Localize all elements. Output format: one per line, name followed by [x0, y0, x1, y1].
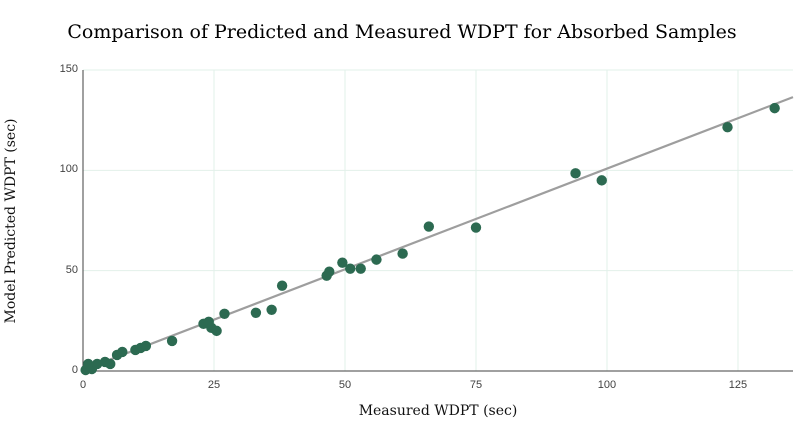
data-point — [91, 358, 103, 370]
chart-title: Comparison of Predicted and Measured WDP… — [67, 21, 737, 43]
data-point — [250, 307, 262, 319]
data-point — [423, 221, 435, 232]
data-point — [596, 175, 607, 186]
data-point — [166, 335, 178, 347]
data-point — [371, 254, 382, 265]
x-axis-title: Measured WDPT (sec) — [358, 403, 518, 419]
y-tick-label: 50 — [65, 263, 78, 276]
data-point — [722, 121, 733, 133]
x-tick-label: 0 — [79, 379, 87, 391]
data-point — [355, 263, 366, 274]
y-tick-label: 150 — [59, 63, 78, 75]
y-tick-label: 100 — [59, 163, 78, 176]
data-point — [470, 222, 482, 233]
data-point — [276, 280, 288, 291]
data-point — [105, 358, 116, 370]
x-tick-label: 100 — [597, 379, 617, 391]
x-tick-label: 75 — [469, 379, 483, 391]
y-tick-label: 0 — [71, 364, 78, 376]
data-point — [570, 168, 581, 179]
data-point — [769, 102, 780, 114]
x-tick-label: 125 — [728, 379, 748, 391]
data-point — [397, 248, 408, 259]
data-point — [337, 257, 348, 268]
trend-line — [82, 96, 794, 372]
data-point — [345, 263, 356, 274]
data-point — [211, 325, 222, 337]
data-point — [324, 266, 335, 277]
x-tick-label: 50 — [338, 379, 352, 391]
x-tick-label: 25 — [207, 379, 221, 391]
data-point — [266, 304, 277, 315]
data-point — [219, 308, 230, 320]
data-point — [117, 346, 128, 358]
data-point — [140, 340, 152, 352]
